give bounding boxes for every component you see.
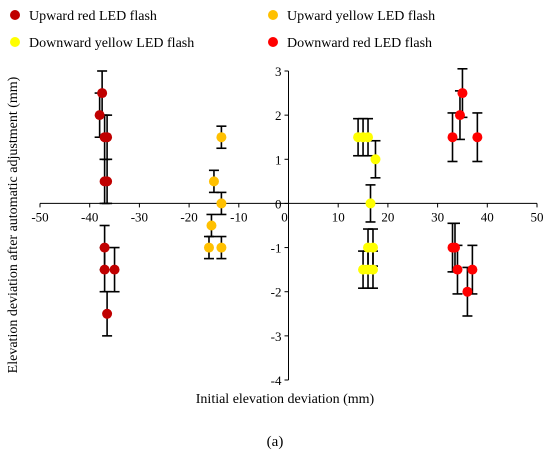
legend-label: Downward red LED flash: [287, 36, 432, 51]
x-tick-label: 10: [332, 209, 345, 224]
x-axis-title: Initial elevation deviation (mm): [196, 392, 375, 407]
data-point: [462, 286, 473, 297]
y-tick-label: -1: [271, 241, 282, 256]
data-point: [370, 154, 381, 165]
x-tick-label: 20: [381, 209, 394, 224]
y-tick-label: 0: [275, 196, 282, 211]
panel-label: (a): [267, 434, 284, 450]
x-tick-label: -30: [131, 209, 148, 224]
legend-marker: [268, 10, 278, 20]
legend-marker: [10, 37, 20, 47]
data-point: [449, 242, 460, 253]
y-tick-label: -2: [271, 285, 282, 300]
y-tick-label: 3: [275, 64, 282, 79]
data-point: [447, 132, 458, 143]
data-point: [216, 198, 227, 209]
data-point: [216, 132, 227, 143]
data-point: [452, 264, 463, 275]
data-point: [97, 88, 108, 99]
x-tick-label: -50: [31, 209, 48, 224]
data-point: [467, 264, 478, 275]
legend-label: Downward yellow LED flash: [29, 36, 194, 51]
data-point: [216, 242, 227, 253]
data-point: [457, 88, 468, 99]
legend: Upward red LED flash Upward yellow LED fl…: [10, 9, 435, 51]
data-points: [94, 88, 483, 319]
data-point: [203, 242, 214, 253]
data-point: [94, 110, 105, 121]
data-point: [102, 308, 113, 319]
data-point: [454, 110, 465, 121]
x-tick-label: 30: [431, 209, 444, 224]
y-axis-title: Elevation deviation after automatic adju…: [6, 76, 21, 373]
data-point: [206, 220, 217, 231]
data-point: [99, 264, 110, 275]
legend-label: Upward red LED flash: [29, 9, 157, 24]
data-point: [102, 176, 113, 187]
x-tick-label: 50: [531, 209, 544, 224]
data-point: [99, 242, 110, 253]
legend-marker: [10, 10, 20, 20]
data-point: [102, 132, 113, 143]
y-tick-label: 2: [275, 108, 282, 123]
x-tick-label: -20: [180, 209, 197, 224]
data-point: [363, 132, 374, 143]
legend-label: Upward yellow LED flash: [287, 9, 435, 24]
axes: [39, 70, 538, 381]
x-tick-label: -10: [230, 209, 247, 224]
y-tick-label: 1: [275, 152, 282, 167]
data-point: [109, 264, 120, 275]
legend-marker: [268, 37, 278, 47]
x-tick-label: 40: [481, 209, 494, 224]
x-tick-label: -40: [81, 209, 98, 224]
data-point: [367, 242, 378, 253]
data-point: [367, 264, 378, 275]
data-point: [472, 132, 483, 143]
data-point: [208, 176, 219, 187]
x-tick-label: 0: [281, 209, 288, 224]
data-point: [365, 198, 376, 209]
y-tick-label: -4: [271, 373, 282, 388]
y-tick-label: -3: [271, 329, 282, 344]
